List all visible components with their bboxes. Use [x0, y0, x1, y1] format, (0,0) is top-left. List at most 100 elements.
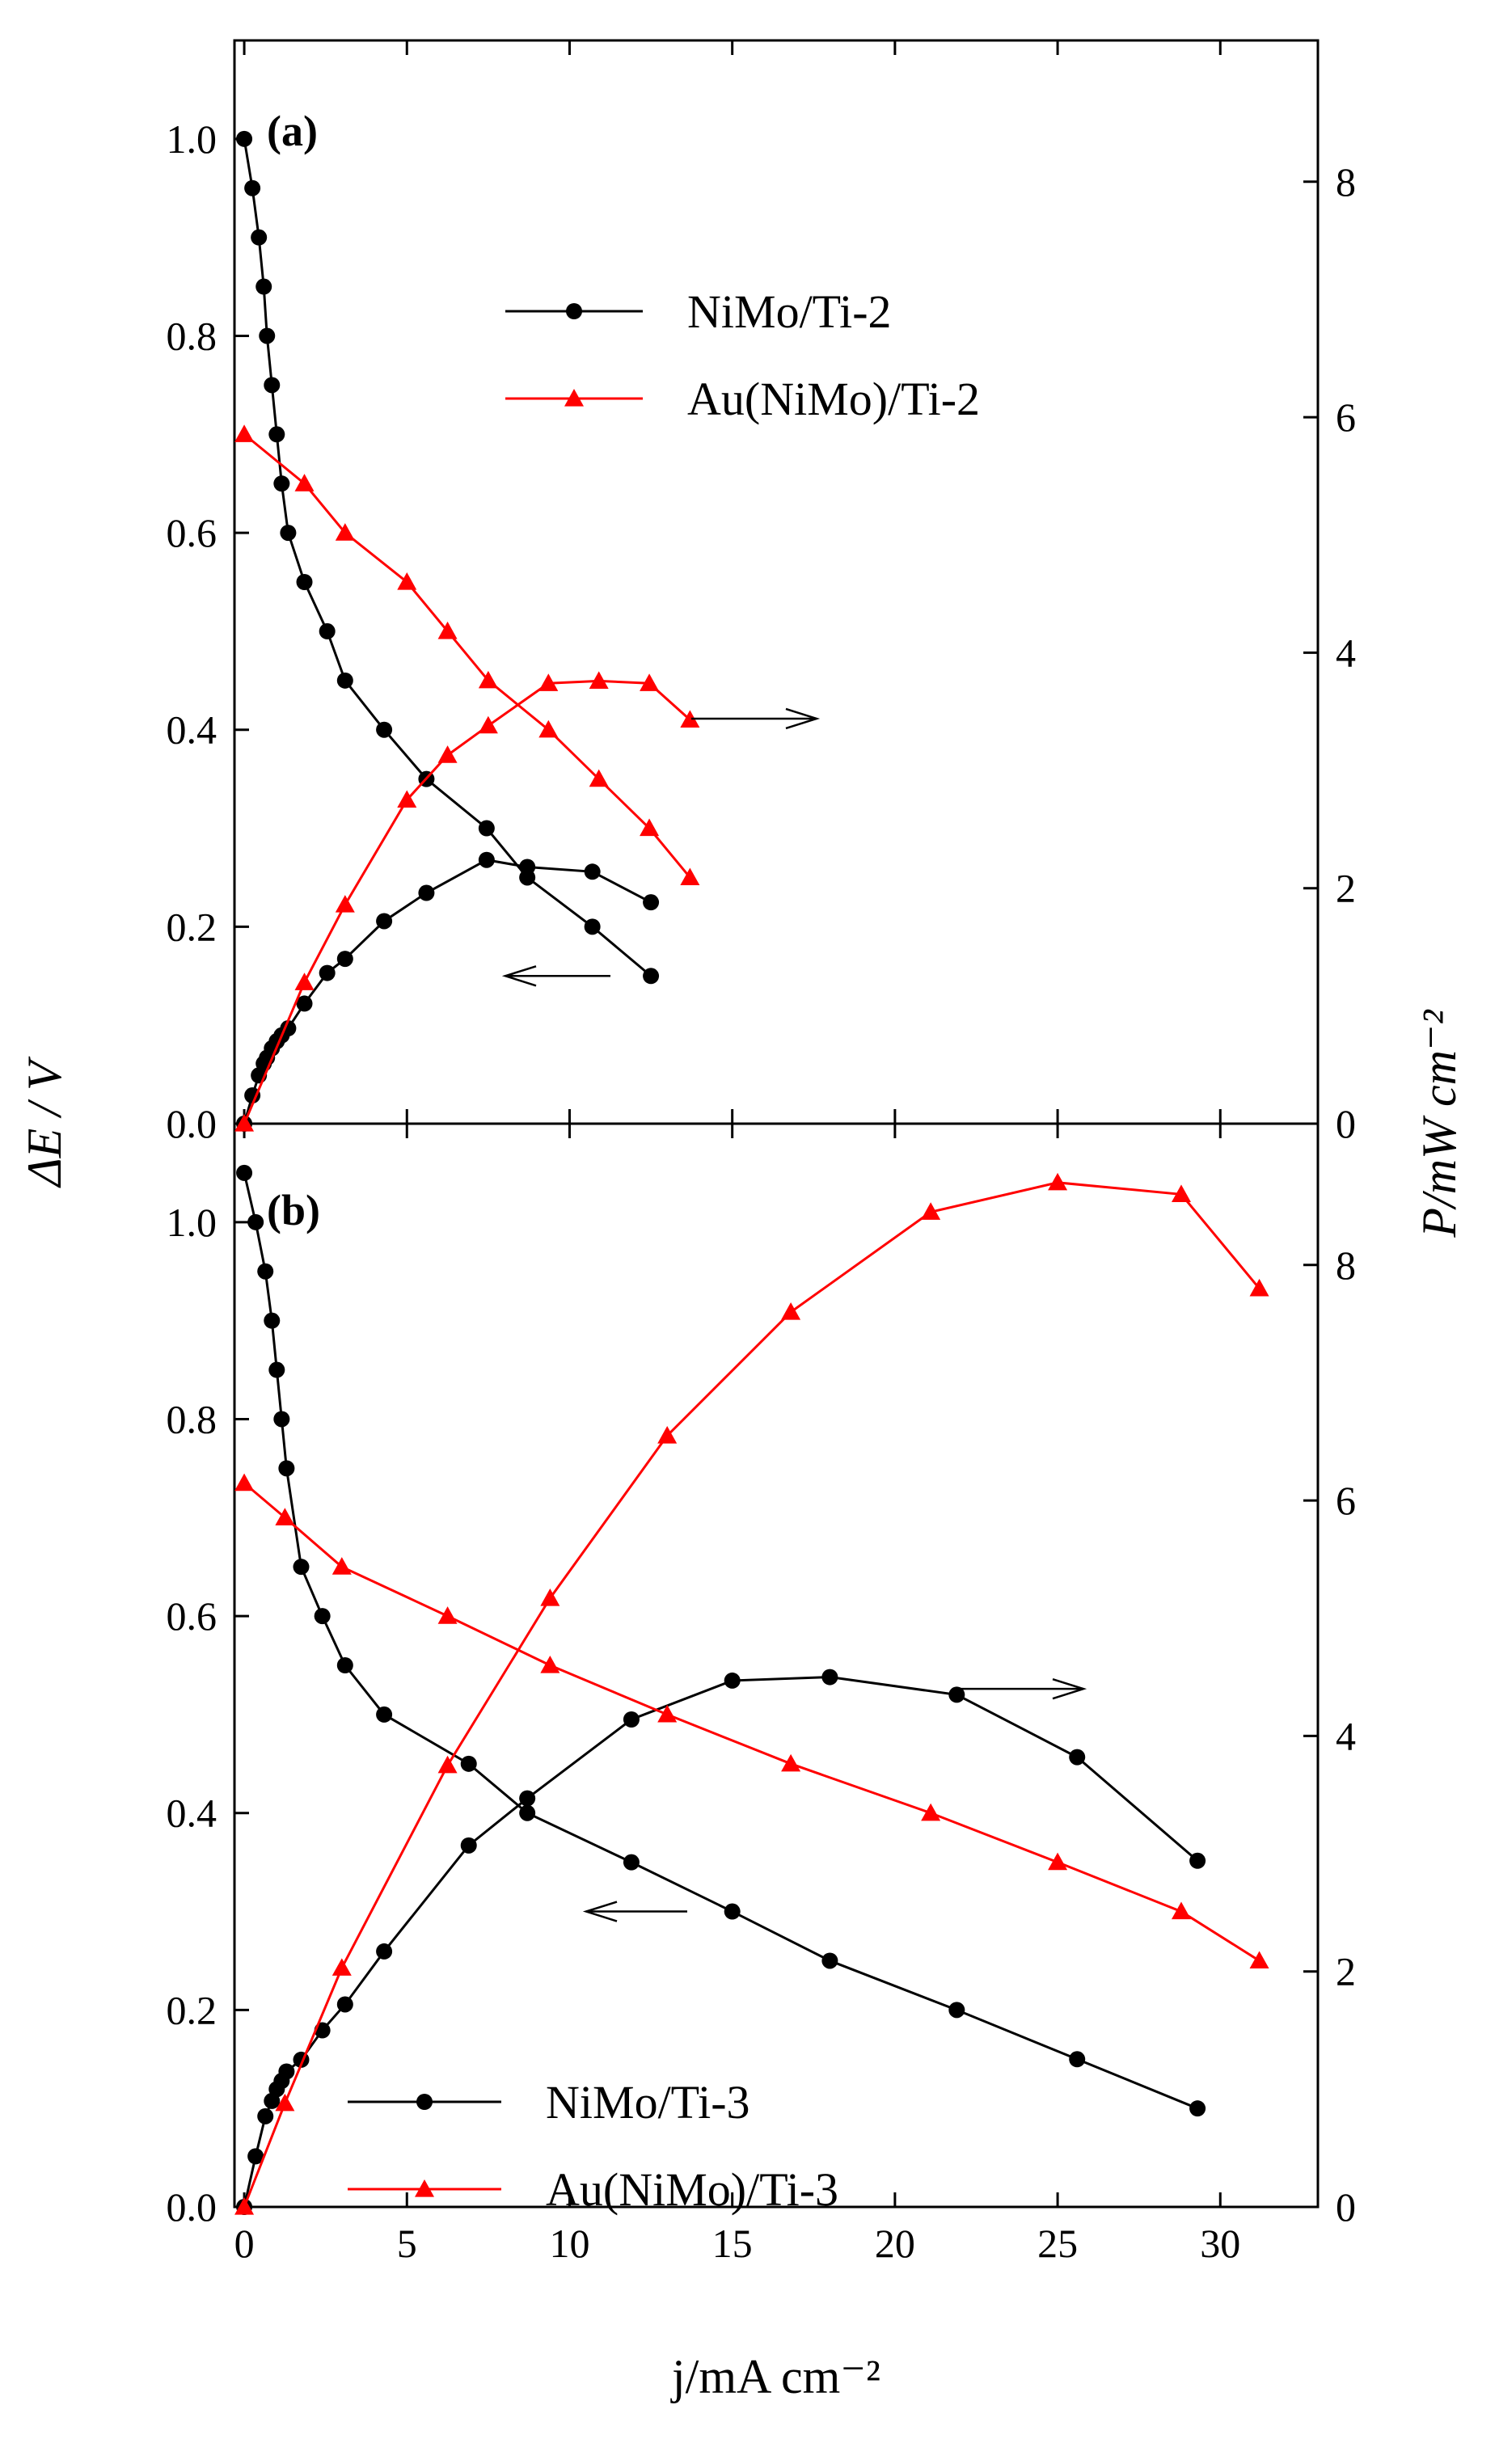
panel-b-series-0-point	[376, 1706, 393, 1723]
panel-a-y-left-tick-label: 0.2	[167, 904, 217, 949]
panel-b-series-0-point	[948, 2002, 965, 2019]
x-tick-label: 0	[234, 2221, 255, 2266]
panel-b-series-1-point	[336, 1996, 353, 2013]
panel-b-series-3-point	[331, 1958, 352, 1976]
panel-b-series-1-point	[257, 2107, 274, 2124]
panel-b-y-right-tick-label: 4	[1336, 1713, 1356, 1758]
panel-b-series-1-point	[724, 1672, 741, 1689]
panel-b-series-1-point	[376, 1943, 393, 1960]
panel-a-series-1-point	[418, 884, 435, 901]
panel-a-series-2-point	[640, 818, 660, 837]
panel-a-series-3-line	[243, 679, 691, 1124]
x-tick-label: 5	[397, 2221, 417, 2266]
legend-layer: NiMo/Ti-2 Au(NiMo)/Ti-2 NiMo/Ti-3 Au(NiMo)/…	[348, 285, 980, 2216]
panel-a-y-right-tick-label: 6	[1336, 394, 1356, 440]
panel-a-y-right-tick-label: 0	[1336, 1101, 1356, 1146]
ticks-layer: 0.0 0.2 0.4 0.6 0.8 1.0 0 2 4 6 8 0.0 0.2 0.4 0.6 0.8 1.…	[167, 40, 1356, 2266]
panel-a-series-3-point	[538, 673, 559, 691]
y-right-axis-title: P/mW cm⁻²	[1412, 1009, 1466, 1238]
panel-b-y-left-tick-label: 0.2	[167, 1987, 217, 2032]
panel-b-series-0-point	[460, 1755, 477, 1772]
panel-b-series-2	[234, 1473, 1269, 1969]
panel-a-legend-label: NiMo/Ti-2	[687, 285, 892, 338]
panel-b-series-1-point	[460, 1837, 477, 1854]
panel-a-series-1-point	[478, 851, 495, 868]
panel-a-series-0-point	[264, 377, 281, 394]
panel-b-series-2-point	[331, 1557, 352, 1575]
panel-a-series-3-point	[478, 715, 498, 734]
panel-a-series-1-point	[643, 894, 660, 911]
panel-b-legend-marker	[415, 2179, 434, 2197]
panel-b-series-2-point	[540, 1656, 560, 1673]
panel-a-series-0-point	[255, 278, 272, 295]
panel-b-series-1-point	[1069, 1749, 1086, 1766]
panel-a-series-0-point	[259, 327, 276, 344]
panel-b-y-right-tick-label: 0	[1336, 2184, 1356, 2230]
panel-a-frame	[233, 39, 1320, 1125]
panel-a-series-0-point	[236, 130, 253, 147]
panel-a-left-axis-arrow-head	[501, 965, 537, 987]
panel-a-y-right-tick-label: 8	[1336, 159, 1356, 205]
panel-a-series-0-point	[251, 229, 268, 246]
panel-b-label: (b)	[267, 1186, 320, 1234]
panel-b-series-3-point	[781, 1302, 801, 1320]
panel-b-legend-label: NiMo/Ti-3	[546, 2076, 750, 2129]
panel-b-series-1-point	[278, 2063, 295, 2080]
panel-a-series-0-point	[336, 672, 353, 689]
panel-b-series-3-point	[437, 1755, 458, 1774]
panel-b-series-1-point	[519, 1790, 536, 1807]
panel-b-series-2-point	[437, 1606, 458, 1624]
panel-a-series-2-point	[294, 474, 315, 492]
panel-b-series-2-point	[1171, 1901, 1191, 1920]
y-left-axis-title: ΔE / V	[18, 1056, 71, 1188]
panel-a-series-0-point	[584, 918, 601, 935]
panel-b-y-right-tick-label: 2	[1336, 1949, 1356, 1994]
panel-b-y-left-tick-label: 0.0	[167, 2184, 217, 2230]
panel-a-series-3-point	[294, 973, 315, 990]
panel-b-series-0-point	[236, 1164, 253, 1181]
panel-b-legend-label: Au(NiMo)/Ti-3	[546, 2163, 838, 2216]
panel-a-y-left-tick-label: 0.4	[167, 707, 217, 753]
panel-b-series-3-point	[275, 2093, 295, 2112]
panel-b-series-3-point	[921, 1202, 941, 1220]
panel-b-series-0-line	[243, 1172, 1198, 2110]
panel-b-series-0-point	[314, 1608, 331, 1625]
panel-b-series-0-point	[336, 1657, 353, 1673]
panel-a-series-2-point	[397, 572, 417, 590]
panel-a-series-1-point	[319, 964, 336, 981]
panel-a-series-0-point	[296, 574, 313, 590]
panel-b-series-0-point	[623, 1854, 640, 1871]
panel-a-series-1-point	[519, 859, 536, 875]
panel-b-y-right-tick-label: 6	[1336, 1478, 1356, 1523]
panel-b-y-left-tick-label: 0.4	[167, 1791, 217, 1836]
panel-a-series-2-point	[589, 769, 609, 787]
panel-a-series-1-point	[244, 1087, 261, 1104]
panel-b-series-3-point	[1249, 1278, 1269, 1297]
panel-b-y-left-tick-label: 1.0	[167, 1200, 217, 1245]
panel-a-series-3	[234, 671, 700, 1132]
panel-a-y-left-tick-label: 1.0	[167, 116, 217, 162]
panel-b-series-0-point	[1069, 2051, 1086, 2068]
panel-a-series-0	[236, 130, 660, 985]
panel-b-series-1-point	[1189, 1852, 1206, 1869]
panel-b-series-3-point	[234, 2197, 255, 2215]
panel-a-right-axis-arrow-head	[785, 707, 821, 730]
x-tick-label: 15	[712, 2221, 753, 2266]
panel-b-series-2-point	[781, 1753, 801, 1772]
x-axis-title: j/mA cm⁻²	[670, 2350, 880, 2403]
panel-b-series-0-point	[278, 1460, 295, 1477]
panel-b-frame	[233, 1122, 1320, 2209]
panel-b-series-3-line	[243, 1181, 1260, 2208]
panel-a-series-3-point	[335, 895, 355, 913]
panel-b-series-0-point	[273, 1411, 290, 1428]
panel-b-legend-entry: NiMo/Ti-3	[348, 2076, 750, 2129]
panel-a-series-1-point	[296, 995, 313, 1012]
panel-a-legend-entry: Au(NiMo)/Ti-2	[505, 373, 980, 425]
panel-b-series-0-point	[247, 1213, 264, 1230]
panel-b-series-2-point	[1249, 1951, 1269, 1969]
panel-b-series-0-point	[821, 1952, 838, 1969]
panel-a-series-2-line	[243, 433, 691, 879]
panel-a-series-2-point	[234, 424, 255, 442]
panel-a-series-2	[234, 424, 700, 886]
